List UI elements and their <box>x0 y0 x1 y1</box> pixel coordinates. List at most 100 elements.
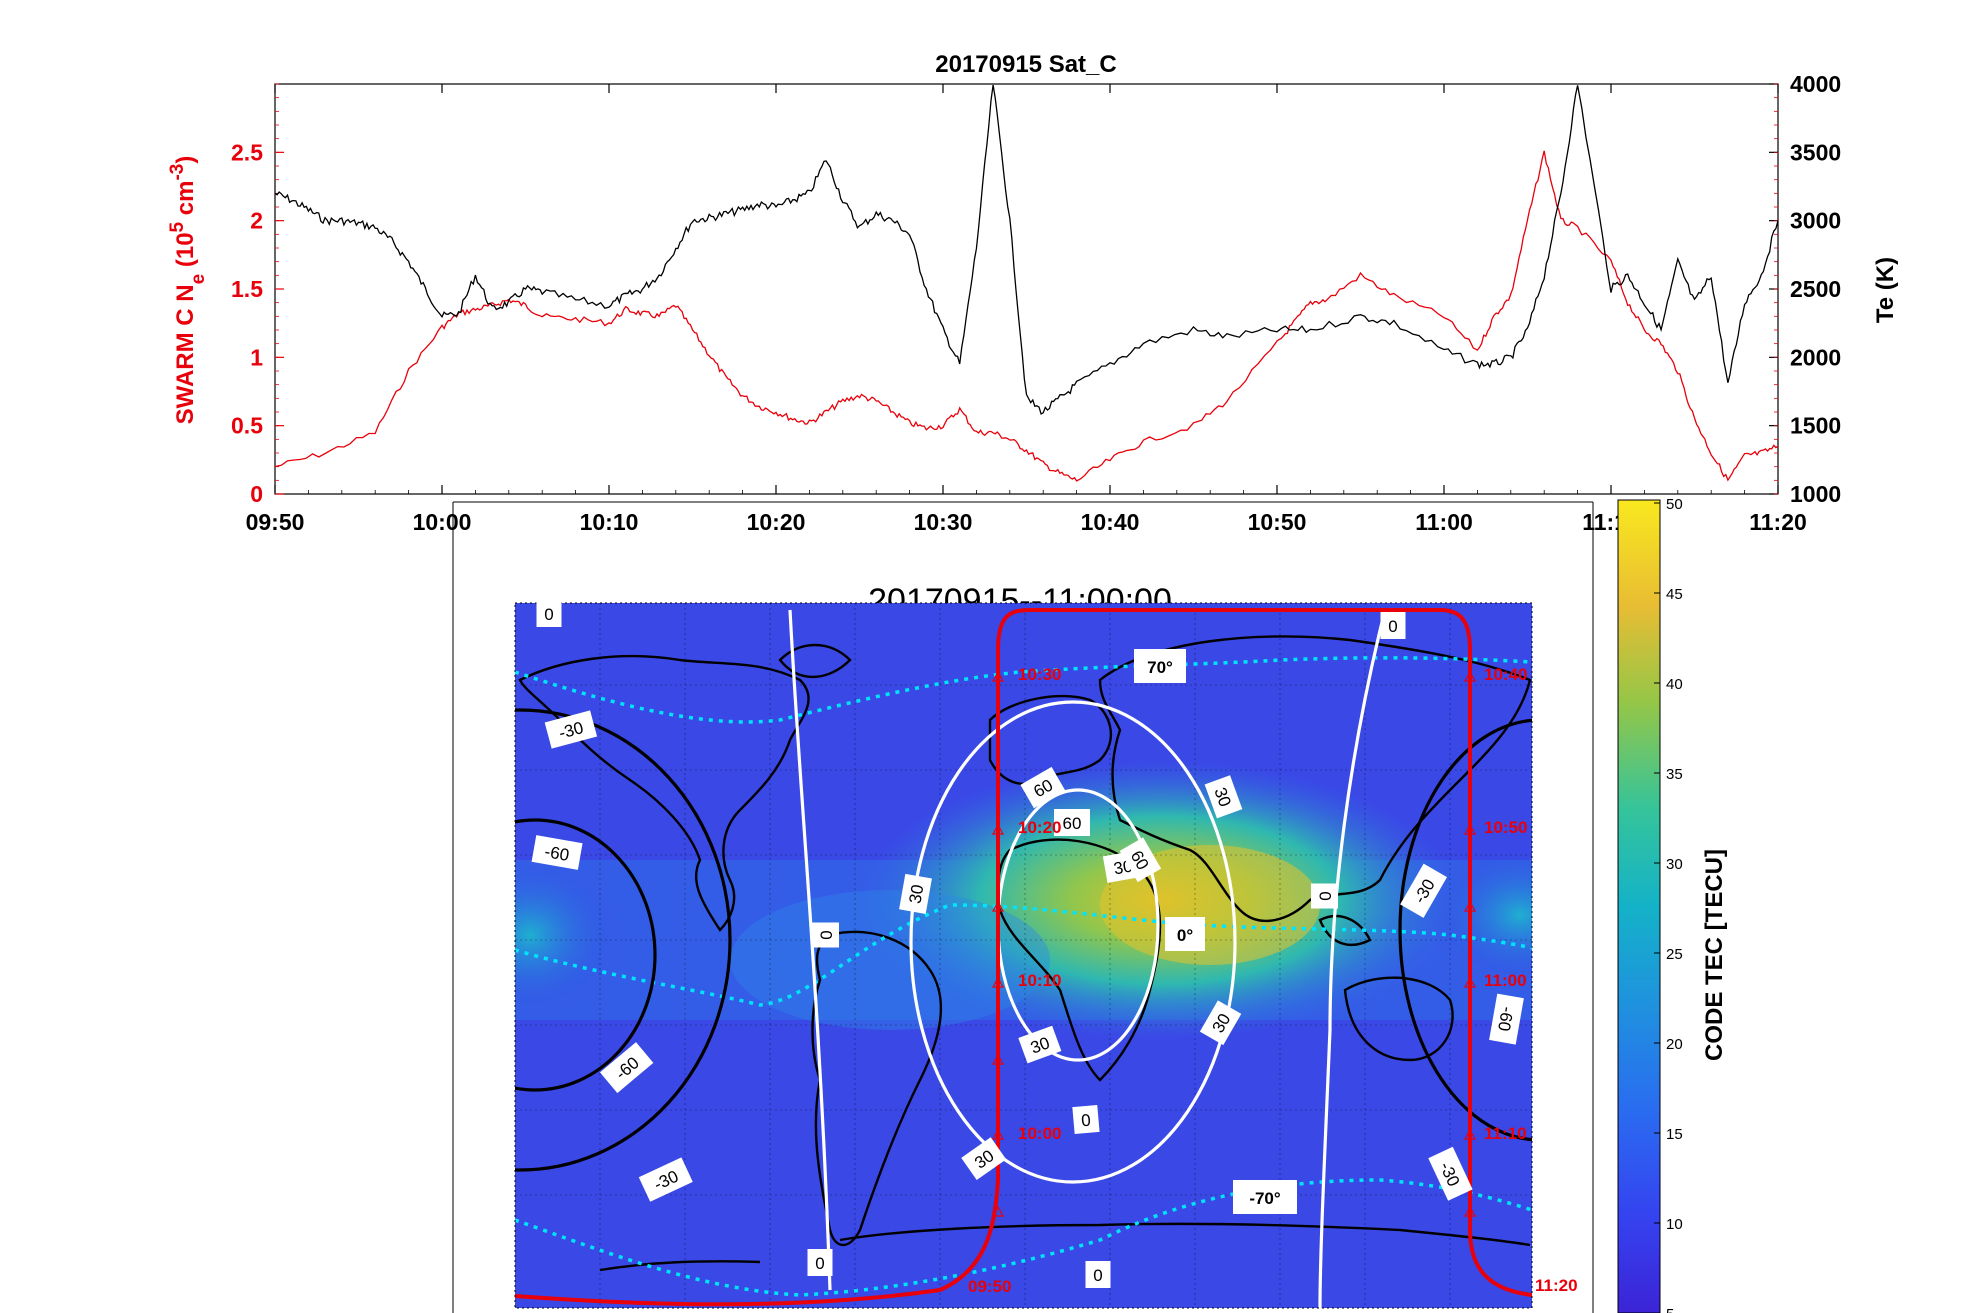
latitude-label-box <box>1233 1180 1297 1214</box>
colorbar-tick-label: 45 <box>1666 586 1683 603</box>
contour-label: 30 <box>1018 1025 1062 1064</box>
contour-label-box <box>536 600 562 627</box>
contour-label-text: 0 <box>1080 1111 1091 1131</box>
y-right-tick-label: 3500 <box>1790 139 1841 165</box>
contour-label-box <box>1380 612 1406 639</box>
y-right-tick-label: 2000 <box>1790 344 1841 370</box>
contour-label: 0 <box>807 1249 833 1276</box>
contour-label-box <box>899 873 932 914</box>
contour-label: -30 <box>544 710 598 749</box>
ne-series-line <box>275 150 1778 482</box>
contour-label-text: 0 <box>817 930 836 939</box>
plot-area <box>274 83 1779 495</box>
colorbar-tick-label: 35 <box>1666 766 1683 783</box>
map-frame <box>514 602 1533 1309</box>
tec-map <box>515 603 1532 1308</box>
y-right-tick-label: 1000 <box>1790 481 1841 507</box>
track-time-label: 10:00 <box>1018 1124 1061 1143</box>
colorbar-tick-label: 20 <box>1666 1036 1683 1053</box>
track-time-label: 11:00 <box>1484 971 1527 990</box>
x-tick-label: 11:20 <box>1749 509 1807 535</box>
contour-label-box <box>1400 863 1448 918</box>
x-tick-label: 10:20 <box>747 509 806 535</box>
latitude-label: 0° <box>1177 926 1193 945</box>
te-series-line <box>275 84 1778 415</box>
track-time-label: 10:20 <box>1018 818 1061 837</box>
contour-label: 0 <box>536 600 562 627</box>
track-time-label: 10:40 <box>1484 665 1527 684</box>
x-tick-label: 11:00 <box>1415 509 1473 535</box>
latitude-label: -70° <box>1249 1189 1281 1208</box>
x-tick-label: 09:50 <box>246 509 305 535</box>
track-time-label: 11:10 <box>1484 1124 1527 1143</box>
chart-title: 20170915 Sat_C <box>935 51 1116 78</box>
contour-label: 30 <box>961 1137 1007 1180</box>
contour-label: 30 <box>899 873 932 914</box>
contour-label-text: 0 <box>1388 617 1397 636</box>
contour-label: 0 <box>812 922 839 948</box>
y-right-tick-label: 3000 <box>1790 208 1841 234</box>
satellite-track <box>515 608 1532 1307</box>
latitude-label-box <box>1165 917 1205 951</box>
y-axis-left: 0 0.5 1 1.5 2 2.5 <box>231 83 284 507</box>
contour-label: 0 <box>1380 612 1406 639</box>
x-tick-label: 10:50 <box>1248 509 1307 535</box>
contour-label-box <box>807 1249 833 1276</box>
contour-label: 60 <box>1020 766 1066 809</box>
contour-label-box <box>812 922 839 948</box>
x-tick-label: 10:00 <box>413 509 472 535</box>
dip-latitude-lines <box>515 656 1532 1297</box>
y-right-tick-label: 4000 <box>1790 71 1841 97</box>
contour-label-text: 0 <box>1093 1266 1102 1285</box>
contour-label: -30 <box>638 1157 693 1202</box>
y-left-tick-label: 1.5 <box>231 276 263 302</box>
contour-labels: 0-30-60-60-30030306060303030000-30-60-30… <box>531 600 1524 1288</box>
colorbar-gradient <box>1617 499 1661 1313</box>
contour-label-box <box>1204 775 1243 819</box>
contour-label-text: 30 <box>905 883 927 905</box>
colorbar-ticks: 5 10 15 20 25 30 35 40 45 50 <box>1654 496 1683 1313</box>
contour-label: 0 <box>1072 1104 1100 1135</box>
x-tick-label: 10:10 <box>580 509 639 535</box>
colorbar-tick-label: 15 <box>1666 1126 1683 1143</box>
y-axis-left-label: SWARM C Ne (105 cm-3) <box>167 156 209 425</box>
contour-label-box <box>1428 1146 1473 1201</box>
contour-label-box <box>1199 1000 1242 1046</box>
contour-label-box <box>1020 766 1066 809</box>
contour-label-box <box>531 835 583 870</box>
contour-label-box <box>961 1137 1007 1180</box>
contour-label: -60 <box>599 1042 654 1094</box>
colorbar-label: CODE TEC [TECU] <box>1701 849 1728 1061</box>
track-time-markers <box>991 670 1477 1217</box>
timeseries-chart: 20170915 Sat_C 09:50 10:00 10:10 10:20 10:30… <box>167 51 1900 535</box>
latitude-label: 70° <box>1147 658 1173 677</box>
contour-label: -30 <box>1428 1146 1473 1201</box>
y-right-tick-label: 2500 <box>1790 276 1841 302</box>
colorbar-tick-label: 40 <box>1666 676 1683 693</box>
contour-label-text: 0 <box>544 605 553 624</box>
track-time-label: 09:50 <box>968 1277 1011 1296</box>
y-left-tick-label: 2.5 <box>231 139 263 165</box>
track-time-label: 11:20 <box>1535 1276 1578 1295</box>
positive-contours <box>788 609 1387 1308</box>
contour-label: 0 <box>1311 883 1338 909</box>
contour-label: 60 <box>1054 809 1090 836</box>
contour-label-box <box>1018 1025 1062 1064</box>
colorbar-tick-label: 30 <box>1666 856 1683 873</box>
x-tick-label: 10:40 <box>1081 509 1140 535</box>
contour-label-box <box>544 710 598 749</box>
contour-label: 30 <box>1199 1000 1242 1046</box>
y-right-tick-label: 1500 <box>1790 413 1841 439</box>
negative-contours <box>515 708 1532 1172</box>
contour-label-box <box>1054 809 1090 836</box>
colorbar: 5 10 15 20 25 30 35 40 45 50 CODE TEC [TECU] <box>1617 496 1728 1313</box>
contour-label-text: 0 <box>815 1254 824 1273</box>
track-time-label: 10:10 <box>1018 971 1061 990</box>
colorbar-tick-label: 10 <box>1666 1216 1683 1233</box>
contour-label-box <box>638 1157 693 1202</box>
contour-label-text: -60 <box>1494 1005 1517 1033</box>
y-left-tick-label: 1 <box>250 344 263 370</box>
tec-map-panel: 20170915--11:00:00 <box>452 496 1728 1313</box>
contour-label: -60 <box>1489 993 1524 1045</box>
y-axis-right: 1000 1500 2000 2500 3000 3500 4000 <box>1769 71 1841 507</box>
